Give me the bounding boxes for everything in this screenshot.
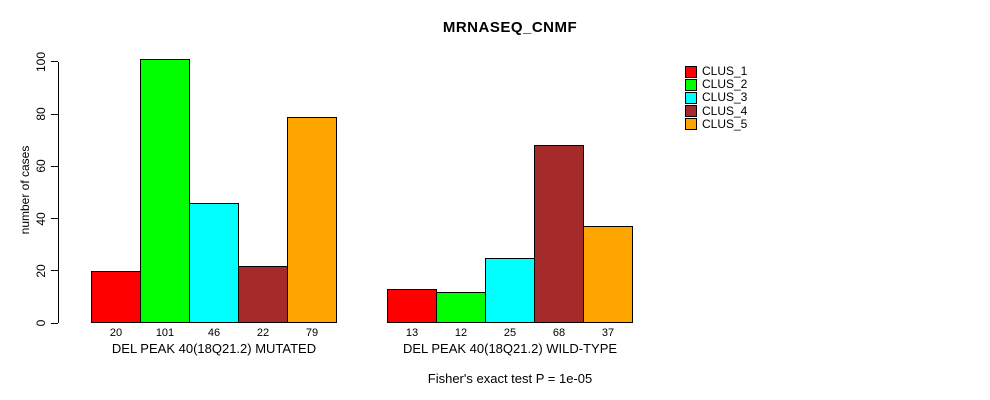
y-axis-tick-label: 80 xyxy=(34,107,48,121)
x-axis-group-label: DEL PEAK 40(18Q21.2) WILD-TYPE xyxy=(402,341,618,356)
y-axis-tick-label: 0 xyxy=(34,319,48,327)
bar-clus_1 xyxy=(387,289,437,323)
bar-value-label: 22 xyxy=(256,327,270,339)
bar-clus_1 xyxy=(91,271,141,323)
chart-title: MRNASEQ_CNMF xyxy=(442,19,578,36)
bar-clus_4 xyxy=(238,266,288,323)
y-axis-tick xyxy=(51,61,58,63)
legend-item-label: CLUS_1 xyxy=(702,64,748,78)
legend-item: CLUS_2 xyxy=(685,78,747,91)
legend-item: CLUS_1 xyxy=(685,65,747,78)
bar-clus_2 xyxy=(140,59,190,323)
y-axis-tick xyxy=(51,165,58,167)
bar-clus_4 xyxy=(534,145,584,323)
y-axis-tick-label: 60 xyxy=(34,159,48,173)
bar-clus_5 xyxy=(583,226,633,323)
legend-swatch-clus_5 xyxy=(685,118,697,131)
bar-clus_5 xyxy=(287,117,337,323)
bar-value-label: 20 xyxy=(109,327,123,339)
legend-item-label: CLUS_4 xyxy=(702,103,748,118)
bar-value-label: 46 xyxy=(207,327,221,339)
y-axis-tick xyxy=(51,270,58,272)
bar-value-label: 68 xyxy=(552,327,566,339)
bar-clus_3 xyxy=(485,258,535,323)
bar-value-label: 101 xyxy=(155,327,175,339)
bar-value-label: 13 xyxy=(405,327,419,339)
bar-value-label: 12 xyxy=(454,327,468,339)
legend-swatch-clus_1 xyxy=(685,65,697,78)
legend-item: CLUS_4 xyxy=(685,103,748,118)
legend-swatch-clus_3 xyxy=(685,91,697,104)
bar-value-label: 37 xyxy=(601,327,615,339)
legend-item-label: CLUS_3 xyxy=(702,90,748,105)
legend-swatch-clus_4 xyxy=(685,105,697,118)
y-axis-tick xyxy=(51,113,58,115)
bar-value-label: 25 xyxy=(503,327,517,339)
y-axis-tick-label: 20 xyxy=(34,264,48,278)
legend-swatch-clus_2 xyxy=(685,78,697,91)
y-axis-line xyxy=(58,61,59,323)
fisher-test-annotation: Fisher's exact test P = 1e-05 xyxy=(427,371,593,386)
bar-clus_2 xyxy=(436,292,486,323)
legend-item-label: CLUS_2 xyxy=(702,77,748,92)
bar-clus_3 xyxy=(189,203,239,323)
legend-item: CLUS_5 xyxy=(685,116,748,131)
y-axis-tick xyxy=(51,218,58,220)
legend-item-label: CLUS_5 xyxy=(702,116,748,131)
y-axis-tick xyxy=(51,322,58,324)
legend-item: CLUS_3 xyxy=(685,91,747,104)
bar-value-label: 79 xyxy=(305,327,319,339)
x-axis-group-label: DEL PEAK 40(18Q21.2) MUTATED xyxy=(111,341,317,356)
y-axis-label: number of cases xyxy=(18,145,32,235)
y-axis-tick-label: 40 xyxy=(34,211,48,226)
y-axis-tick-label: 100 xyxy=(34,51,48,72)
